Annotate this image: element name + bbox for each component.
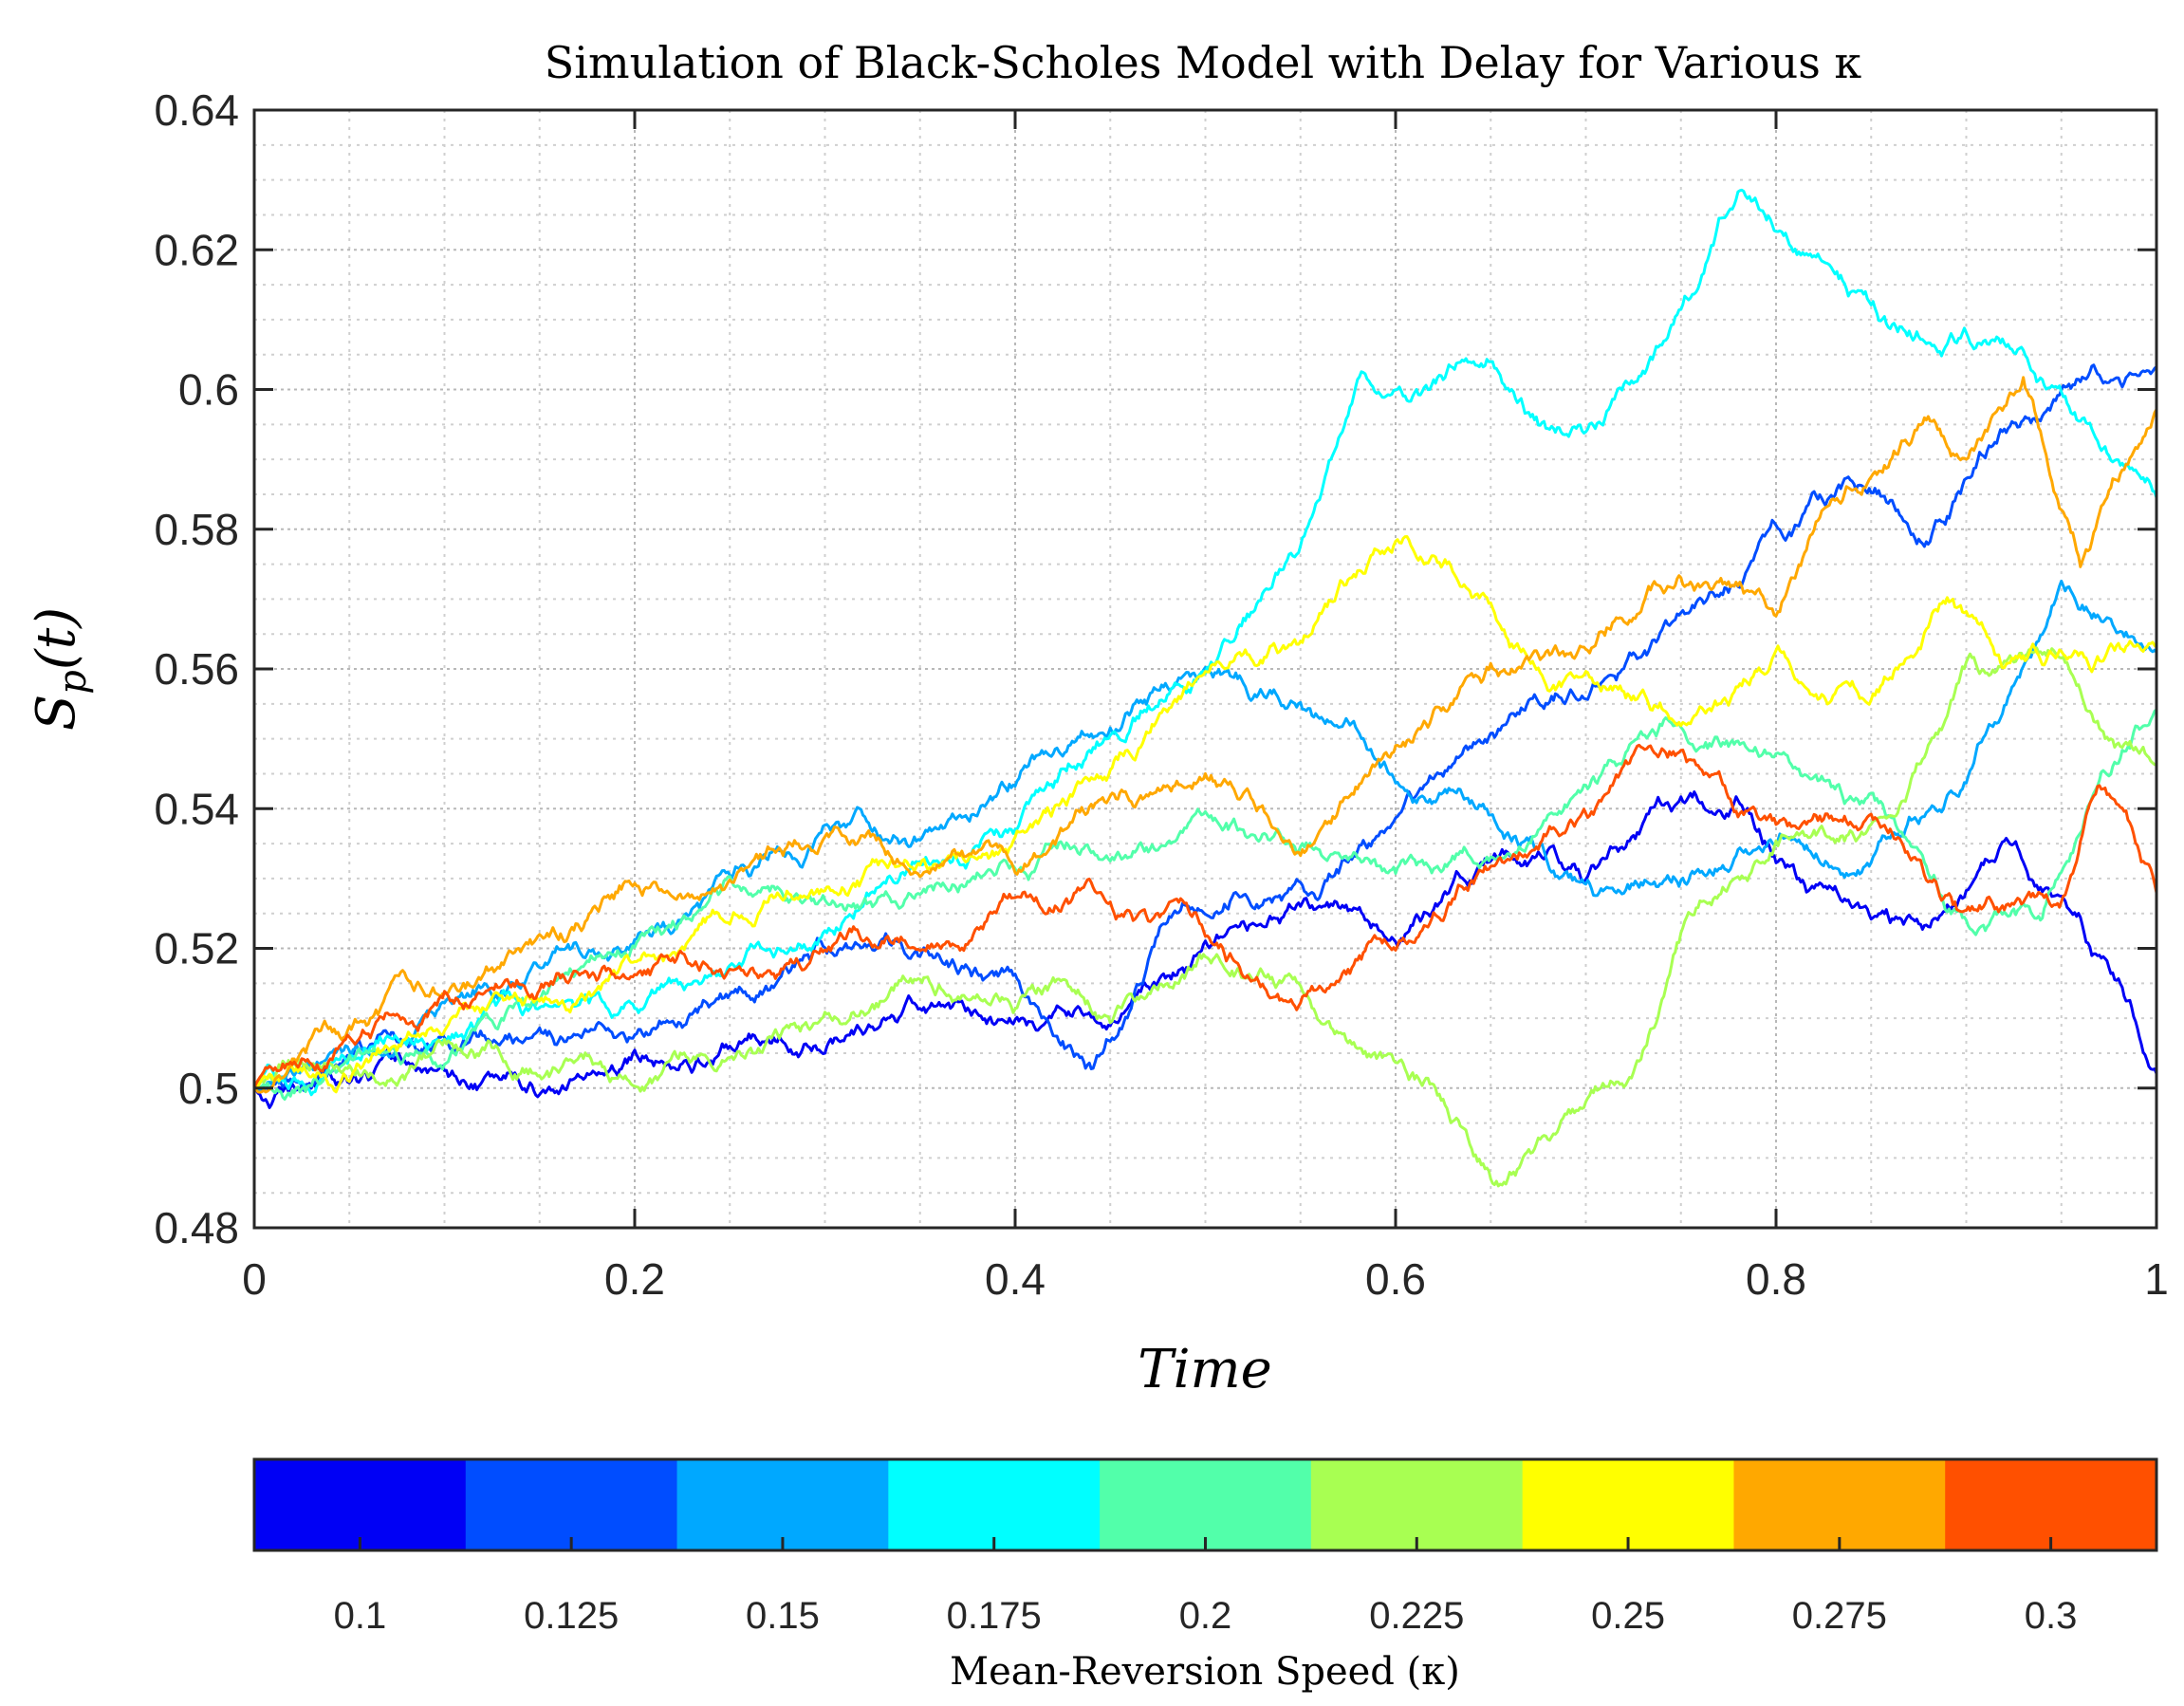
y-axis: 0.48 0.5 0.52 0.54 0.56 0.58 0.6 0.62 0.64 — [154, 85, 2156, 1252]
y-tick-label: 0.62 — [154, 225, 239, 274]
series-line-kappa-0.225 — [253, 646, 2157, 1188]
colorbar: 0.1 0.125 0.15 0.175 0.2 0.225 0.25 0.275 0.3 — [252, 1457, 2158, 1637]
colorbar-tick-label: 0.3 — [2025, 1595, 2078, 1637]
x-axis: 0 0.2 0.4 0.6 0.8 1 — [242, 110, 2169, 1304]
colorbar-segment-0.1 — [254, 1459, 467, 1550]
colorbar-tick-label: 0.175 — [947, 1595, 1042, 1637]
x-tick-label: 0.4 — [985, 1254, 1046, 1304]
y-tick-label: 0.48 — [154, 1203, 239, 1252]
chart-title: Simulation of Black-Scholes Model with D… — [545, 37, 1862, 88]
colorbar-segment-0.3 — [1945, 1459, 2157, 1550]
y-tick-label: 0.54 — [154, 784, 239, 833]
series-line-kappa-0.3 — [252, 743, 2158, 1089]
x-tick-label: 0.2 — [604, 1254, 665, 1304]
series-line-kappa-0.125 — [253, 363, 2158, 1092]
colorbar-tick-label: 0.25 — [1591, 1595, 1665, 1637]
x-tick-label: 0 — [242, 1254, 267, 1304]
series-layer — [252, 188, 2158, 1188]
series-line-kappa-0.15 — [253, 579, 2158, 1093]
y-tick-label: 0.58 — [154, 505, 239, 554]
colorbar-tick-label: 0.275 — [1792, 1595, 1887, 1637]
y-tick-label: 0.52 — [154, 924, 239, 974]
colorbar-tick-label: 0.125 — [524, 1595, 619, 1637]
series-line-kappa-0.2 — [253, 708, 2157, 1102]
colorbar-label: Mean-Reversion Speed (κ) — [950, 1650, 1460, 1694]
colorbar-segment-0.225 — [1310, 1459, 1524, 1550]
x-tick-label: 0.6 — [1365, 1254, 1426, 1304]
colorbar-segment-0.125 — [465, 1459, 678, 1550]
colorbar-segment-0.15 — [676, 1459, 889, 1550]
y-tick-label: 0.56 — [154, 644, 239, 694]
colorbar-tick-label: 0.15 — [746, 1595, 820, 1637]
series-line-kappa-0.275 — [252, 376, 2158, 1094]
colorbar-segment-0.275 — [1733, 1459, 1946, 1550]
y-tick-label: 0.6 — [178, 365, 239, 415]
svg-text:Sp(t): Sp(t) — [26, 607, 95, 731]
colorbar-tick-label: 0.2 — [1179, 1595, 1232, 1637]
colorbar-segment-0.25 — [1522, 1459, 1734, 1550]
x-tick-label: 0.8 — [1746, 1254, 1806, 1304]
y-axis-label-suffix: (t) — [26, 607, 87, 670]
colorbar-tick-label: 0.225 — [1369, 1595, 1464, 1637]
colorbar-segment-0.175 — [888, 1459, 1101, 1550]
colorbar-segment-0.2 — [1100, 1459, 1312, 1550]
x-axis-label: Time — [1138, 1339, 1272, 1400]
x-tick-label: 1 — [2144, 1254, 2169, 1304]
series-line-kappa-0.1 — [252, 790, 2158, 1109]
y-tick-label: 0.5 — [178, 1064, 239, 1113]
series-line-kappa-0.25 — [253, 535, 2158, 1094]
y-axis-label-group: Sp(t) — [26, 607, 95, 731]
y-tick-label: 0.64 — [154, 85, 239, 135]
y-axis-label: S — [26, 695, 87, 731]
y-axis-label-subscript: p — [51, 670, 95, 695]
colorbar-tick-label: 0.1 — [334, 1595, 387, 1637]
